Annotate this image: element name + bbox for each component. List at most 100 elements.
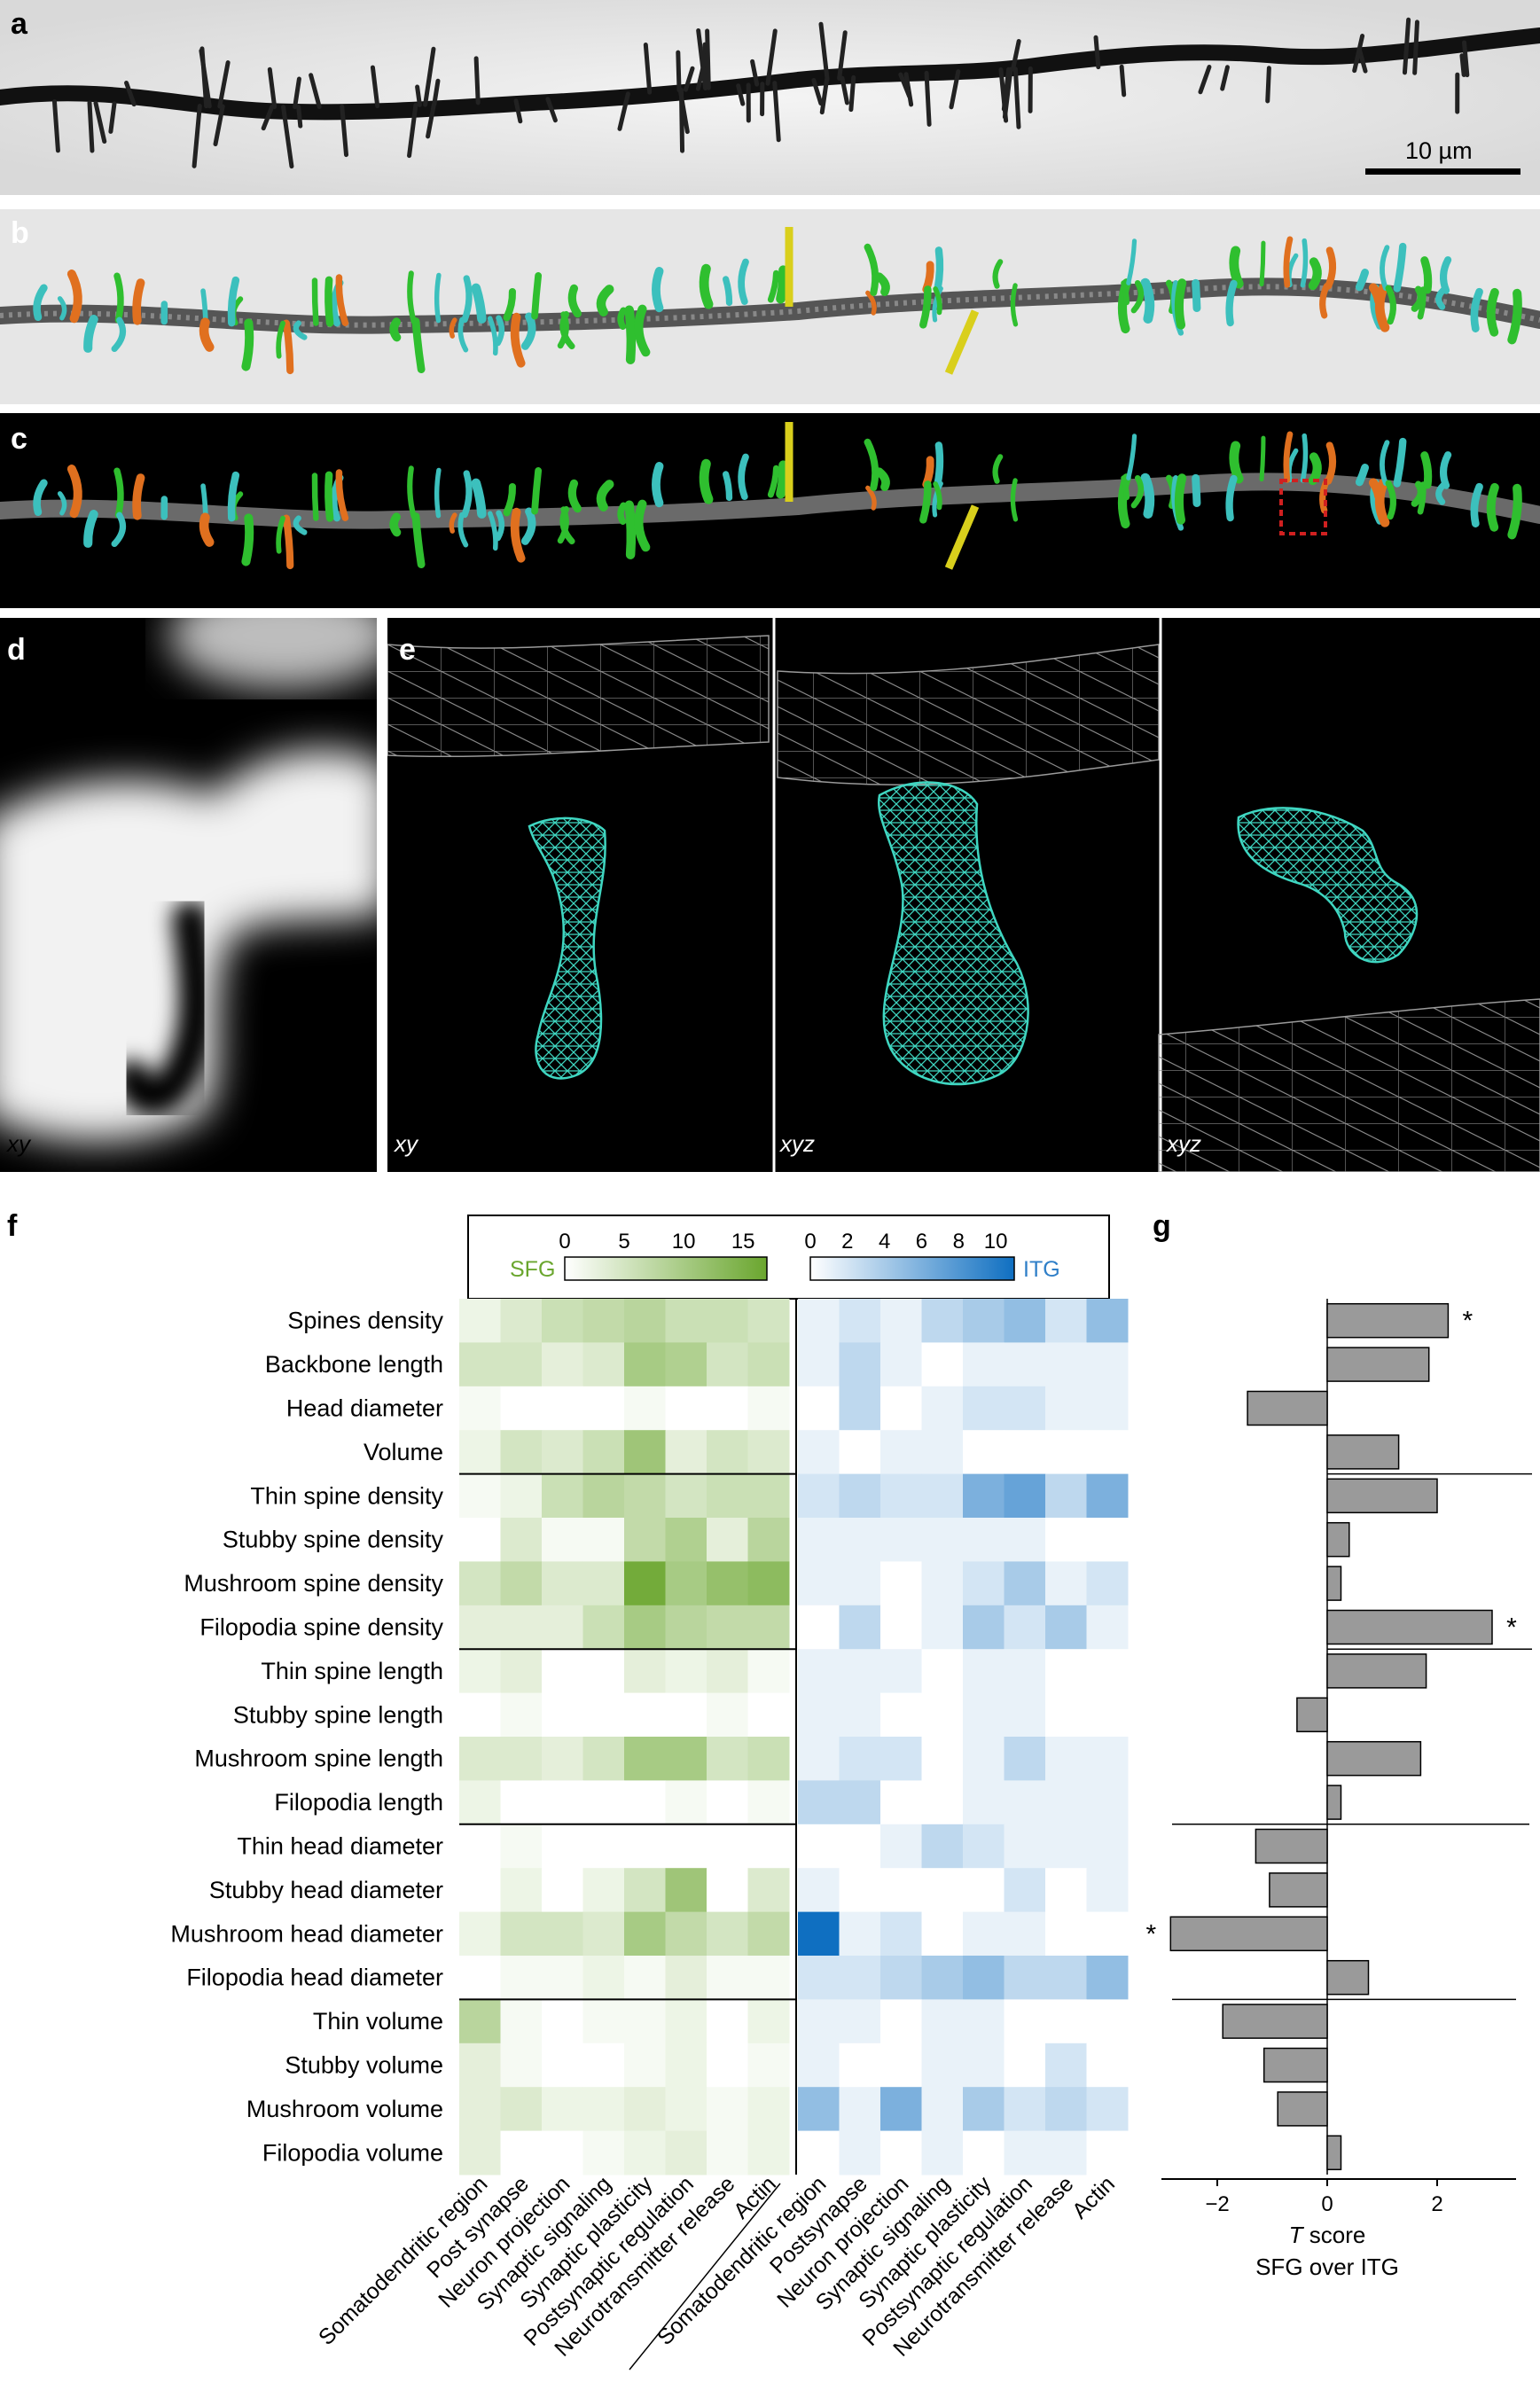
heatmap-cell-itg (963, 1868, 1005, 1913)
heatmap-row-label: Backbone length (265, 1351, 443, 1378)
heatmap-cell-sfg (747, 1999, 790, 2044)
heatmap-cell-sfg (582, 1737, 625, 1781)
reconstructed-spine (1411, 480, 1425, 507)
heatmap-row-label: Filopodia head diameter (186, 1964, 443, 1991)
heatmap-cell-sfg (582, 1956, 625, 2000)
heatmap-cell-itg (963, 2043, 1005, 2088)
heatmap-cell-itg (798, 1737, 840, 1781)
spine-line (1002, 66, 1013, 120)
spine-line (217, 60, 231, 109)
reconstructed-spine (1355, 464, 1370, 487)
heatmap-cell-itg (798, 1649, 840, 1694)
t-score-bar (1277, 2091, 1328, 2127)
spine-line (415, 84, 422, 107)
panel-label-c: c (11, 422, 27, 456)
heatmap-cell-sfg (707, 1780, 748, 1825)
spine-line (267, 66, 278, 110)
heatmap-cell-itg (963, 1342, 1005, 1387)
reconstructed-spine (1192, 278, 1201, 313)
x-tick-label: −2 (1205, 2192, 1229, 2216)
heatmap-cell-itg (1086, 2130, 1129, 2175)
heatmap-cell-sfg (747, 1342, 790, 1387)
column-group-separator (629, 2183, 781, 2371)
heatmap-cell-itg (921, 1999, 964, 2044)
heatmap-cell-sfg (459, 1299, 501, 1343)
spine-line (705, 28, 711, 90)
heatmap-cell-itg (963, 1649, 1005, 1694)
heatmap-cell-sfg (500, 2130, 543, 2175)
heatmap-cell-sfg (707, 1692, 748, 1738)
reconstructed-spine (1126, 434, 1137, 480)
panel-label-b: b (11, 216, 29, 250)
reconstructed-spine (311, 277, 319, 326)
heatmap-cell-itg (798, 1473, 840, 1519)
reconstructed-spine (520, 312, 536, 350)
heatmap-row-label: Thin head diameter (237, 1833, 443, 1860)
heatmap-cell-sfg (707, 2087, 748, 2132)
heatmap-cell-itg (1004, 1956, 1046, 2000)
reconstructed-spine (311, 473, 319, 521)
heatmap-cell-sfg (500, 1911, 543, 1957)
t-score-bar (1296, 1697, 1328, 1733)
colorbar-legend: 0 5 10 15 0 2 4 6 8 10 SFG ITG (467, 1215, 1110, 1300)
yellow-spine (944, 309, 980, 375)
heatmap-cell-itg (921, 1649, 964, 1694)
t-score-bar (1326, 1347, 1430, 1382)
spine-line (765, 28, 778, 86)
reconstructed-spine (33, 479, 48, 517)
heatmap-cell-sfg (707, 1649, 748, 1694)
reconstructed-spine (66, 269, 82, 324)
heatmap-cell-sfg (707, 1605, 748, 1650)
heatmap-cell-sfg (707, 1561, 748, 1606)
t-score-bar (1262, 2047, 1328, 2083)
reconstructed-spine (932, 480, 943, 518)
spine-line (840, 75, 849, 105)
heatmap-cell-itg (1004, 1649, 1046, 1694)
heatmap-cell-itg (921, 1911, 964, 1957)
heatmap-cell-itg (798, 1561, 840, 1606)
reconstructed-spine (449, 512, 457, 534)
heatmap-chart: Spines density Backbone length Head diamet… (170, 1299, 1532, 2371)
heatmap-cell-sfg (707, 2043, 748, 2088)
heatmap-cell-sfg (624, 1386, 666, 1431)
heatmap-cell-sfg (500, 1518, 543, 1562)
spine-line (696, 27, 708, 90)
heatmap-cell-itg (921, 1299, 964, 1343)
heatmap-cell-itg (963, 1911, 1005, 1957)
heatmap-cell-itg (880, 2087, 922, 2132)
reconstructed-spine (864, 438, 879, 491)
heatmap-cell-itg (1004, 1692, 1046, 1738)
reconstructed-spine (1229, 441, 1244, 484)
heatmap-row-label: Thin spine length (261, 1658, 443, 1684)
reconstructed-spine (83, 510, 98, 548)
reconstructed-spine (1368, 478, 1384, 501)
heatmap-cell-itg (963, 1430, 1005, 1475)
heatmap-cell-sfg (747, 1780, 790, 1825)
heatmap-cell-itg (798, 2130, 840, 2175)
reconstructed-spine (699, 263, 714, 309)
heatmap-cell-itg (1045, 1473, 1087, 1519)
heatmap-cell-sfg (459, 2043, 501, 2088)
heatmap-cell-itg (798, 1824, 840, 1869)
heatmap-cell-itg (1045, 1386, 1087, 1431)
heatmap-cell-sfg (707, 1342, 748, 1387)
heatmap-cell-sfg (459, 1956, 501, 2000)
heatmap-cell-sfg (542, 1473, 583, 1519)
spine-line (1265, 66, 1271, 104)
heatmap-cell-sfg (665, 2043, 707, 2088)
spine-line (1012, 66, 1021, 129)
panel-c-image (0, 413, 1540, 608)
heatmap-cell-itg (880, 1956, 922, 2000)
heatmap-cell-sfg (582, 1911, 625, 1957)
reconstructed-spine (531, 271, 543, 320)
reconstructed-spine (227, 276, 240, 327)
heatmap-cell-sfg (624, 1824, 666, 1869)
heatmap-cell-itg (1004, 1561, 1046, 1606)
reconstructed-spine (919, 285, 932, 329)
heatmap-cell-sfg (582, 1692, 625, 1738)
x-axis-label: T score (1289, 2222, 1366, 2248)
heatmap-cell-itg (839, 1911, 881, 1957)
reconstructed-spine (1470, 482, 1483, 528)
t-score-bar (1326, 1653, 1427, 1689)
heatmap-cell-sfg (459, 1561, 501, 1606)
